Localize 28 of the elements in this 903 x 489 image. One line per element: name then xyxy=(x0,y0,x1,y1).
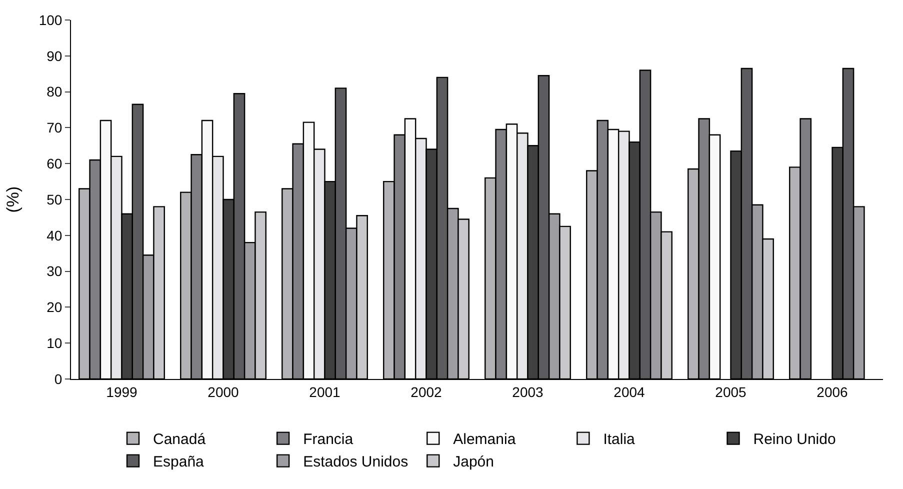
legend-label: Italia xyxy=(603,431,636,448)
x-tick-label: 2003 xyxy=(512,384,544,400)
y-tick-label: 90 xyxy=(46,48,62,64)
y-tick-label: 0 xyxy=(54,370,62,387)
x-tick-label: 2005 xyxy=(715,384,747,400)
x-tick-label: 2004 xyxy=(614,384,646,400)
x-tick-label: 2000 xyxy=(208,384,240,400)
legend-label: España xyxy=(153,454,205,471)
x-tick-label: 2001 xyxy=(309,384,341,400)
legend-label: Canadá xyxy=(153,431,206,448)
y-tick-label: 30 xyxy=(46,263,62,280)
y-axis-title: (%) xyxy=(3,186,22,213)
y-tick-label: 80 xyxy=(46,84,62,100)
x-tick-label: 1999 xyxy=(106,384,138,400)
y-tick-label: 50 xyxy=(46,191,62,208)
legend-label: Japón xyxy=(453,454,494,471)
legend-label: Alemania xyxy=(453,431,516,448)
x-tick-label: 2002 xyxy=(410,384,442,400)
y-tick-label: 100 xyxy=(38,12,62,28)
legend-label: Francia xyxy=(303,431,354,448)
y-tick-label: 10 xyxy=(46,335,62,351)
legend-label: Reino Unido xyxy=(753,431,836,448)
x-tick-label: 2006 xyxy=(816,384,848,400)
y-tick-label: 20 xyxy=(46,299,62,316)
y-tick-label: 70 xyxy=(46,120,62,136)
y-tick-label: 60 xyxy=(46,156,62,172)
legend-label: Estados Unidos xyxy=(303,454,408,471)
y-tick-label: 40 xyxy=(46,227,62,244)
